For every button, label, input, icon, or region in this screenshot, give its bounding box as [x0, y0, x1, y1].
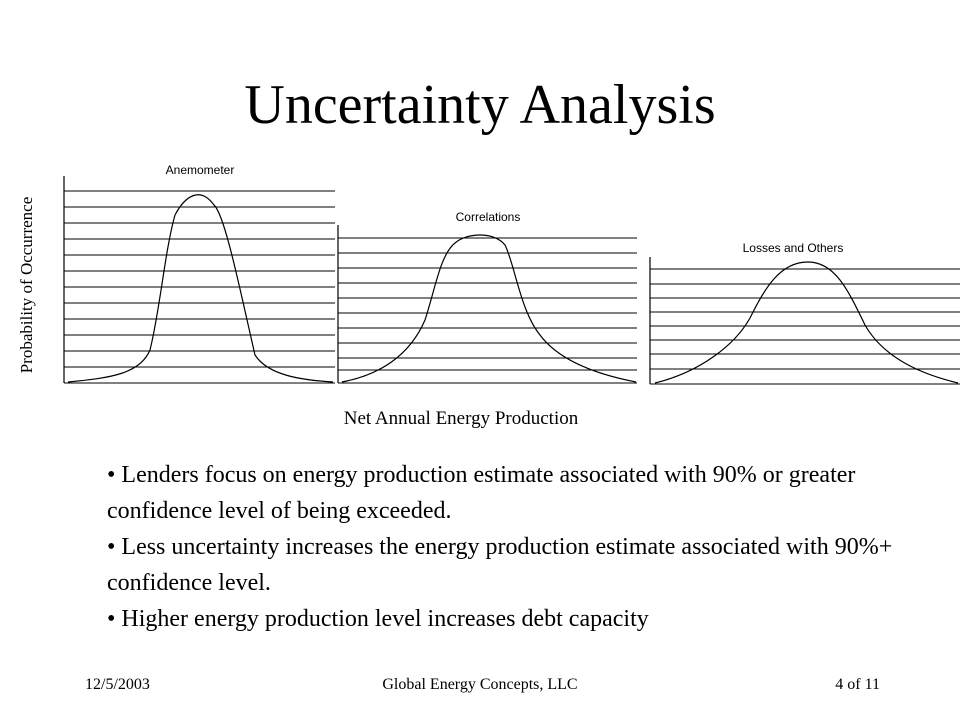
footer-organization: Global Energy Concepts, LLC — [382, 676, 578, 693]
chart-anemometer-curve — [67, 194, 334, 383]
bullet-item: • Less uncertainty increases the energy … — [107, 534, 893, 596]
x-axis-label: Net Annual Energy Production — [343, 408, 579, 429]
chart-anemometer-gridlines — [64, 190, 335, 384]
bullet-list: • Lenders focus on energy production est… — [107, 457, 907, 637]
chart-correlations: Correlations — [337, 210, 637, 384]
chart-losses-and-others: Losses and Others — [649, 241, 960, 385]
chart-anemometer: Anemometer — [63, 163, 335, 384]
bullet-item: • Higher energy production level increas… — [107, 606, 649, 632]
slide-title: Uncertainty Analysis — [244, 74, 716, 136]
chart-correlations-title: Correlations — [456, 210, 521, 224]
chart-losses-title: Losses and Others — [743, 241, 844, 255]
bullet-item: • Lenders focus on energy production est… — [107, 462, 856, 524]
chart-correlations-gridlines — [338, 237, 637, 384]
chart-anemometer-title: Anemometer — [166, 163, 235, 177]
chart-losses-gridlines — [650, 268, 960, 385]
footer-date: 12/5/2003 — [85, 676, 150, 693]
chart-correlations-curve — [341, 234, 637, 383]
chart-losses-curve — [654, 261, 959, 384]
footer-page-number: 4 of 11 — [835, 676, 880, 693]
